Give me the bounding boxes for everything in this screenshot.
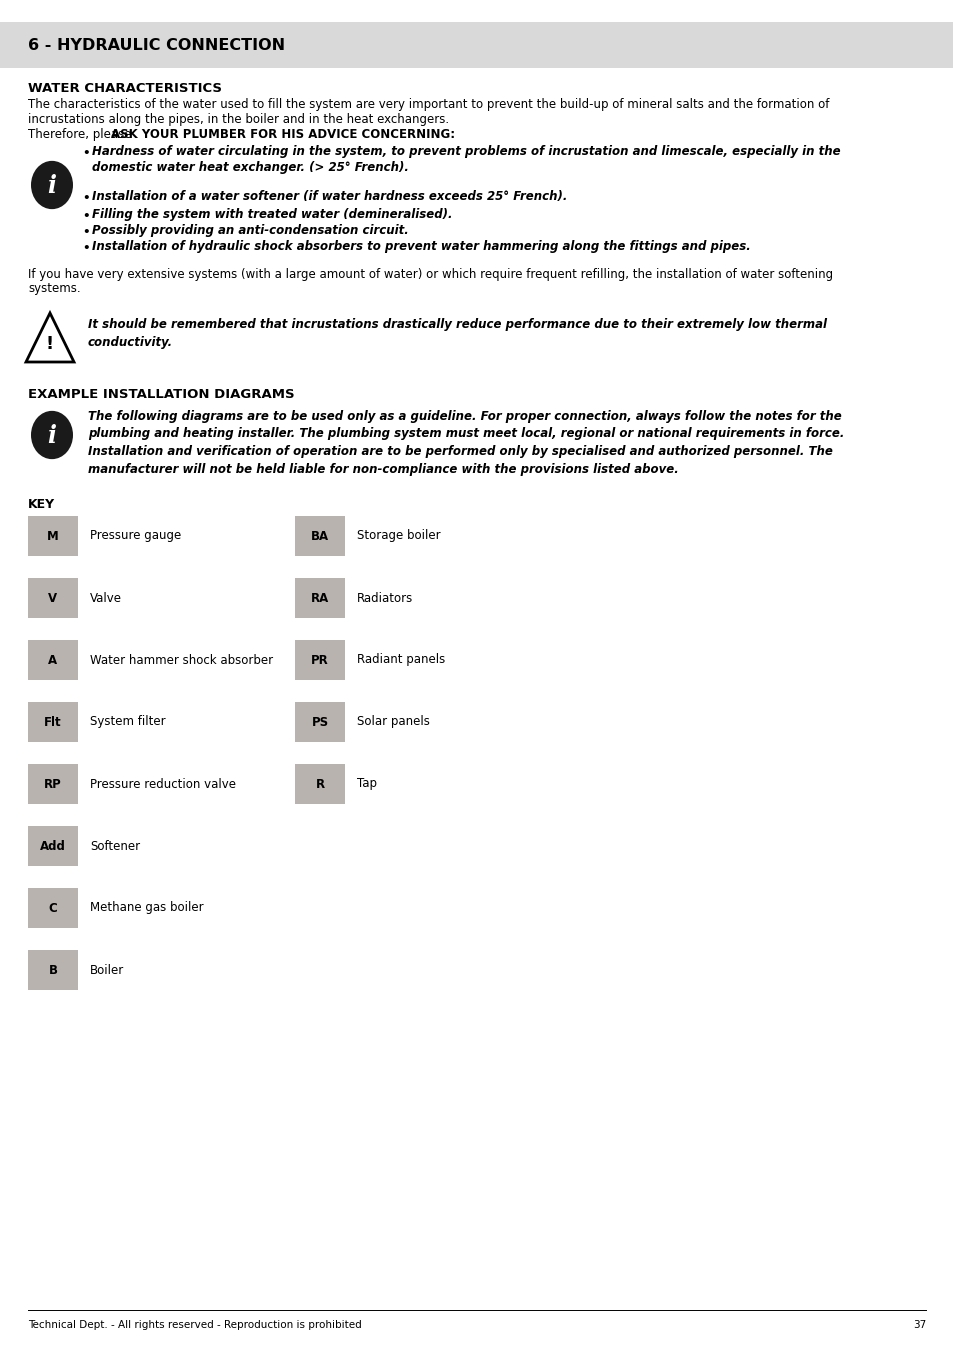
Text: Installation of hydraulic shock absorbers to prevent water hammering along the f: Installation of hydraulic shock absorber… bbox=[91, 240, 750, 253]
Text: Radiators: Radiators bbox=[356, 592, 413, 604]
Text: Storage boiler: Storage boiler bbox=[356, 529, 440, 543]
Text: Filling the system with treated water (demineralised).: Filling the system with treated water (d… bbox=[91, 209, 452, 221]
Text: V: V bbox=[49, 592, 57, 604]
Text: i: i bbox=[48, 424, 56, 448]
Text: B: B bbox=[49, 964, 57, 976]
Text: 6 - HYDRAULIC CONNECTION: 6 - HYDRAULIC CONNECTION bbox=[28, 38, 285, 53]
Text: Pressure reduction valve: Pressure reduction valve bbox=[90, 777, 235, 791]
Text: RP: RP bbox=[44, 777, 62, 791]
Text: Technical Dept. - All rights reserved - Reproduction is prohibited: Technical Dept. - All rights reserved - … bbox=[28, 1320, 361, 1330]
Text: •: • bbox=[82, 192, 90, 204]
Bar bbox=[28, 701, 78, 742]
Bar bbox=[294, 516, 345, 556]
Text: PR: PR bbox=[311, 654, 329, 666]
Text: R: R bbox=[315, 777, 324, 791]
Text: Possibly providing an anti-condensation circuit.: Possibly providing an anti-condensation … bbox=[91, 223, 408, 237]
Text: •: • bbox=[82, 226, 90, 240]
Bar bbox=[28, 516, 78, 556]
Bar bbox=[294, 701, 345, 742]
Bar bbox=[28, 826, 78, 867]
Text: EXAMPLE INSTALLATION DIAGRAMS: EXAMPLE INSTALLATION DIAGRAMS bbox=[28, 389, 294, 401]
Text: i: i bbox=[48, 175, 56, 198]
Text: The following diagrams are to be used only as a guideline. For proper connection: The following diagrams are to be used on… bbox=[88, 410, 843, 475]
Text: Boiler: Boiler bbox=[90, 964, 124, 976]
Text: A: A bbox=[49, 654, 57, 666]
Bar bbox=[294, 640, 345, 680]
Text: •: • bbox=[82, 148, 90, 160]
Text: BA: BA bbox=[311, 529, 329, 543]
Text: incrustations along the pipes, in the boiler and in the heat exchangers.: incrustations along the pipes, in the bo… bbox=[28, 112, 449, 126]
Text: Add: Add bbox=[40, 839, 66, 853]
Text: Pressure gauge: Pressure gauge bbox=[90, 529, 181, 543]
Bar bbox=[0, 22, 953, 68]
Text: Therefore, please: Therefore, please bbox=[28, 129, 135, 141]
Text: •: • bbox=[82, 210, 90, 223]
Ellipse shape bbox=[30, 161, 73, 209]
Text: RA: RA bbox=[311, 592, 329, 604]
Text: System filter: System filter bbox=[90, 715, 166, 728]
Text: Hardness of water circulating in the system, to prevent problems of incrustation: Hardness of water circulating in the sys… bbox=[91, 145, 840, 175]
Text: Tap: Tap bbox=[356, 777, 376, 791]
Text: 37: 37 bbox=[912, 1320, 925, 1330]
Text: KEY: KEY bbox=[28, 498, 55, 510]
Text: C: C bbox=[49, 902, 57, 914]
Text: systems.: systems. bbox=[28, 282, 81, 295]
Text: Installation of a water softener (if water hardness exceeds 25° French).: Installation of a water softener (if wat… bbox=[91, 190, 567, 203]
Text: The characteristics of the water used to fill the system are very important to p: The characteristics of the water used to… bbox=[28, 97, 828, 111]
Bar bbox=[28, 951, 78, 990]
Text: Valve: Valve bbox=[90, 592, 122, 604]
Text: Water hammer shock absorber: Water hammer shock absorber bbox=[90, 654, 273, 666]
Text: WATER CHARACTERISTICS: WATER CHARACTERISTICS bbox=[28, 83, 222, 95]
Text: Flt: Flt bbox=[44, 715, 62, 728]
Bar bbox=[28, 764, 78, 804]
Bar bbox=[28, 640, 78, 680]
Bar bbox=[28, 578, 78, 617]
Text: M: M bbox=[47, 529, 59, 543]
Text: ASK YOUR PLUMBER FOR HIS ADVICE CONCERNING:: ASK YOUR PLUMBER FOR HIS ADVICE CONCERNI… bbox=[111, 129, 455, 141]
Bar bbox=[294, 764, 345, 804]
Text: !: ! bbox=[46, 334, 54, 353]
Text: Methane gas boiler: Methane gas boiler bbox=[90, 902, 203, 914]
Text: If you have very extensive systems (with a large amount of water) or which requi: If you have very extensive systems (with… bbox=[28, 268, 832, 282]
Text: Radiant panels: Radiant panels bbox=[356, 654, 445, 666]
Ellipse shape bbox=[30, 410, 73, 459]
Text: Softener: Softener bbox=[90, 839, 140, 853]
Text: Solar panels: Solar panels bbox=[356, 715, 430, 728]
Text: •: • bbox=[82, 242, 90, 255]
Bar bbox=[28, 888, 78, 927]
Text: It should be remembered that incrustations drastically reduce performance due to: It should be remembered that incrustatio… bbox=[88, 318, 826, 349]
Text: PS: PS bbox=[311, 715, 328, 728]
Bar bbox=[294, 578, 345, 617]
